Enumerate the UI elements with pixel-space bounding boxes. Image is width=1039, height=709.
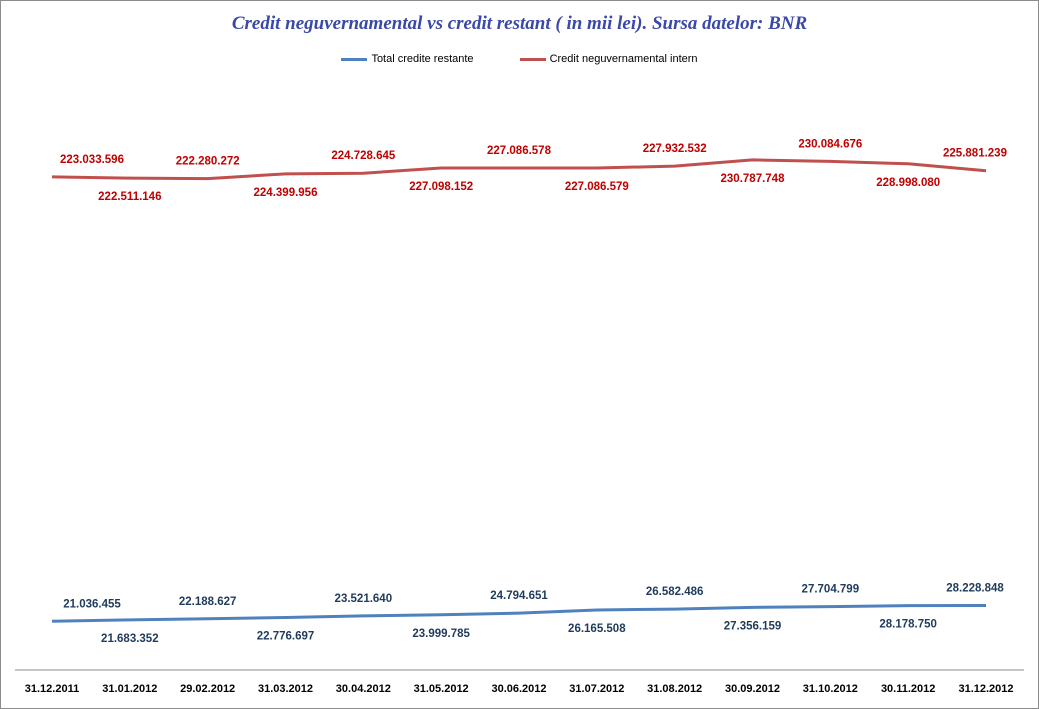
data-label: 23.999.785 [412,628,470,640]
x-tick-label: 31.03.2012 [258,683,313,695]
chart-title: Credit neguvernamental vs credit restant… [231,13,808,34]
data-label: 230.084.676 [798,138,862,150]
data-label: 230.787.748 [721,173,786,185]
legend-swatch-credit-neguvernamental [519,57,546,61]
data-label: 26.165.508 [568,623,626,635]
data-label: 227.098.152 [409,181,473,193]
data-label: 21.683.352 [101,633,159,645]
series-line-total-credite [51,604,987,623]
data-label: 227.086.578 [487,145,552,157]
data-label: 27.356.159 [724,620,782,632]
legend-item-credit-neguvernamental: Credit neguvernamental intern [519,53,698,65]
legend-swatch-total-credite [341,57,368,61]
legend-label-total-credite: Total credite restante [371,53,474,65]
data-label: 22.776.697 [257,630,315,642]
series-line-credit-neguvernamental [51,158,987,181]
data-label: 21.036.455 [63,598,121,610]
data-label: 24.794.651 [490,590,548,602]
data-label: 227.932.532 [643,143,707,155]
data-label: 23.521.640 [335,593,393,605]
data-label: 225.881.239 [943,148,1007,160]
x-tick-label: 31.01.2012 [102,683,157,695]
x-tick-label: 29.02.2012 [180,683,235,695]
x-tick-label: 31.12.2012 [958,683,1013,695]
data-label: 228.998.080 [876,177,940,189]
data-label: 224.728.645 [331,150,396,162]
legend-label-credit-neguvernamental: Credit neguvernamental intern [549,53,698,65]
x-tick-label: 31.05.2012 [414,683,469,695]
data-label: 22.188.627 [179,596,237,608]
data-label: 28.178.750 [879,619,937,631]
data-label: 222.280.272 [176,156,240,168]
data-label: 223.033.596 [60,154,124,166]
x-tick-label: 30.06.2012 [491,683,546,695]
x-tick-label: 30.04.2012 [336,683,391,695]
data-label: 26.582.486 [646,586,704,598]
x-tick-label: 31.12.2011 [25,683,79,695]
x-tick-label: 31.08.2012 [647,683,702,695]
legend-item-total-credite: Total credite restante [341,53,474,65]
data-label: 227.086.579 [565,181,629,193]
data-label: 27.704.799 [802,584,860,596]
chart-legend: Total credite restante Credit neguvernam… [0,53,1039,65]
x-tick-label: 30.09.2012 [725,683,780,695]
x-tick-label: 30.11.2012 [881,683,935,695]
data-label: 222.511.146 [98,191,161,203]
data-label: 28.228.848 [946,582,1004,594]
x-tick-label: 31.07.2012 [569,683,624,695]
x-tick-label: 31.10.2012 [803,683,858,695]
data-label: 224.399.956 [254,187,318,199]
